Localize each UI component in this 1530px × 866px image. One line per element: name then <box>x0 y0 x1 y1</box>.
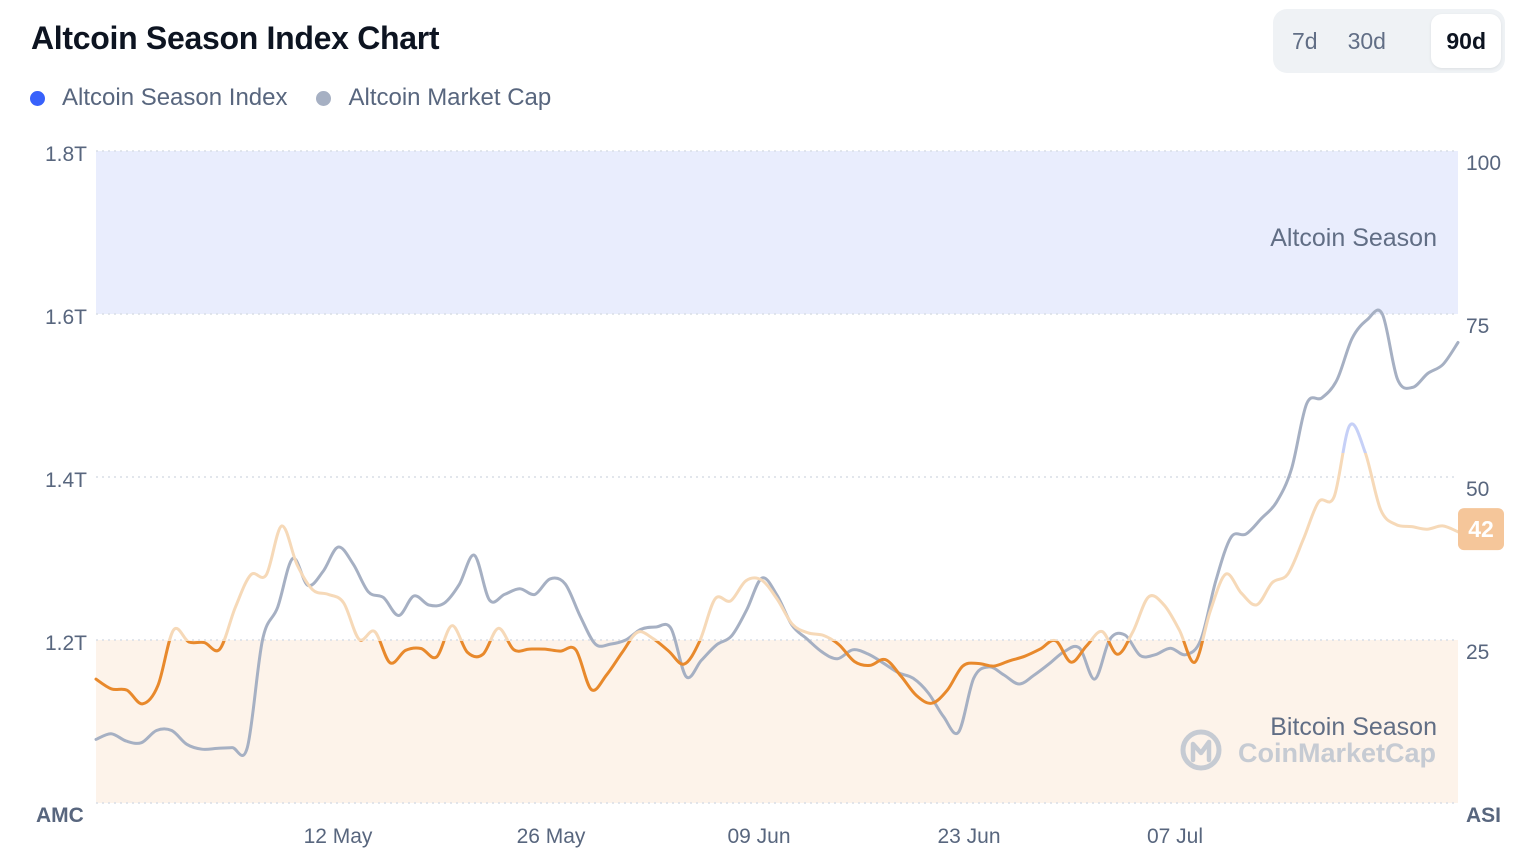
series-layer <box>94 308 1460 757</box>
legend-dot-asi <box>30 90 45 106</box>
series-line-asi-neutral <box>167 453 1460 641</box>
legend-item-altcoin-market-cap[interactable]: Altcoin Market Cap <box>316 84 551 112</box>
right-tick-label: 100 <box>1466 152 1501 175</box>
altcoin-season-zone <box>96 151 1458 314</box>
left-tick-label: 1.2T <box>45 632 87 655</box>
range-90d-button[interactable]: 90d <box>1431 14 1501 68</box>
range-30d-button[interactable]: 30d <box>1333 14 1401 68</box>
x-tick-label: 12 May <box>304 825 373 848</box>
right-axis-ticks: 25 50 75 100 <box>1466 152 1501 664</box>
page-title: Altcoin Season Index Chart <box>31 20 440 56</box>
current-value-badge-bg <box>1458 508 1504 551</box>
range-7d-button[interactable]: 7d <box>1277 14 1333 68</box>
left-axis-ticks: 1.2T 1.4T 1.6T 1.8T <box>45 143 87 655</box>
left-axis-title: AMC <box>36 804 84 827</box>
grid-lines <box>96 150 1458 804</box>
watermark-text: CoinMarketCap <box>1238 738 1436 768</box>
left-tick-label: 1.6T <box>45 306 87 329</box>
x-tick-label: 09 Jun <box>727 825 790 848</box>
x-axis-ticks: 12 May 26 May 09 Jun 23 Jun 07 Jul <box>304 825 1203 848</box>
coinmarketcap-watermark: CoinMarketCap <box>1180 729 1436 771</box>
legend-label-amc: Altcoin Market Cap <box>348 84 552 111</box>
current-value-text: 42 <box>1468 516 1494 542</box>
x-tick-label: 26 May <box>517 825 586 848</box>
chart-legend: Altcoin Season Index Altcoin Market Cap <box>30 84 580 112</box>
x-tick-label: 07 Jul <box>1147 825 1203 848</box>
legend-item-altcoin-season-index[interactable]: Altcoin Season Index <box>30 84 287 112</box>
legend-dot-amc <box>316 90 332 106</box>
current-value-badge: 42 <box>1458 508 1504 551</box>
right-tick-label: 25 <box>1466 641 1489 664</box>
bitcoin-season-zone <box>96 640 1458 803</box>
right-tick-label: 50 <box>1466 478 1489 501</box>
bitcoin-season-label: Bitcoin Season <box>1270 713 1437 741</box>
x-tick-label: 23 Jun <box>937 825 1000 848</box>
right-tick-label: 75 <box>1466 315 1489 338</box>
legend-label-asi: Altcoin Season Index <box>62 84 288 111</box>
time-range-switch: 7d 30d 90d <box>1273 9 1505 73</box>
right-axis-title: ASI <box>1466 804 1501 827</box>
series-line-altcoin-market-cap <box>94 308 1460 757</box>
left-tick-label: 1.8T <box>45 143 87 166</box>
altcoin-season-label: Altcoin Season <box>1270 224 1437 252</box>
coinmarketcap-logo-icon <box>1180 729 1222 771</box>
left-tick-label: 1.4T <box>45 469 87 492</box>
